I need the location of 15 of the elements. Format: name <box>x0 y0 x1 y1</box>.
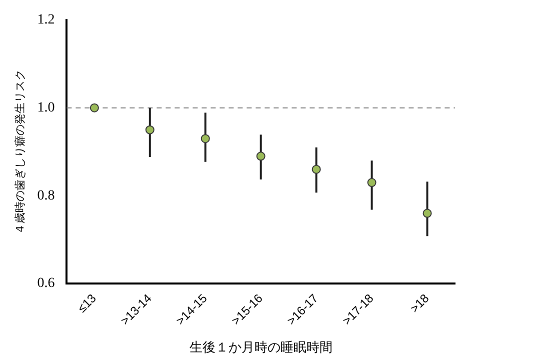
y-axis-title: ４歳時の歯ぎしり癖の発生リスク <box>13 69 26 234</box>
x-tick-label: >18 <box>407 290 432 316</box>
point <box>145 125 154 134</box>
point <box>256 152 266 161</box>
point <box>90 103 99 112</box>
point <box>367 178 376 188</box>
y-tick-label: 1.0 <box>37 100 55 116</box>
x-tick-label: ≤13 <box>74 290 100 316</box>
y-tick-label: 0.6 <box>37 276 55 292</box>
x-axis-title: 生後１か月時の睡眠時間 <box>189 340 332 356</box>
y-tick-label: 0.8 <box>37 188 55 204</box>
point <box>422 208 432 218</box>
point <box>312 164 321 174</box>
point <box>200 134 210 144</box>
y-tick-label: 1.2 <box>37 12 55 28</box>
